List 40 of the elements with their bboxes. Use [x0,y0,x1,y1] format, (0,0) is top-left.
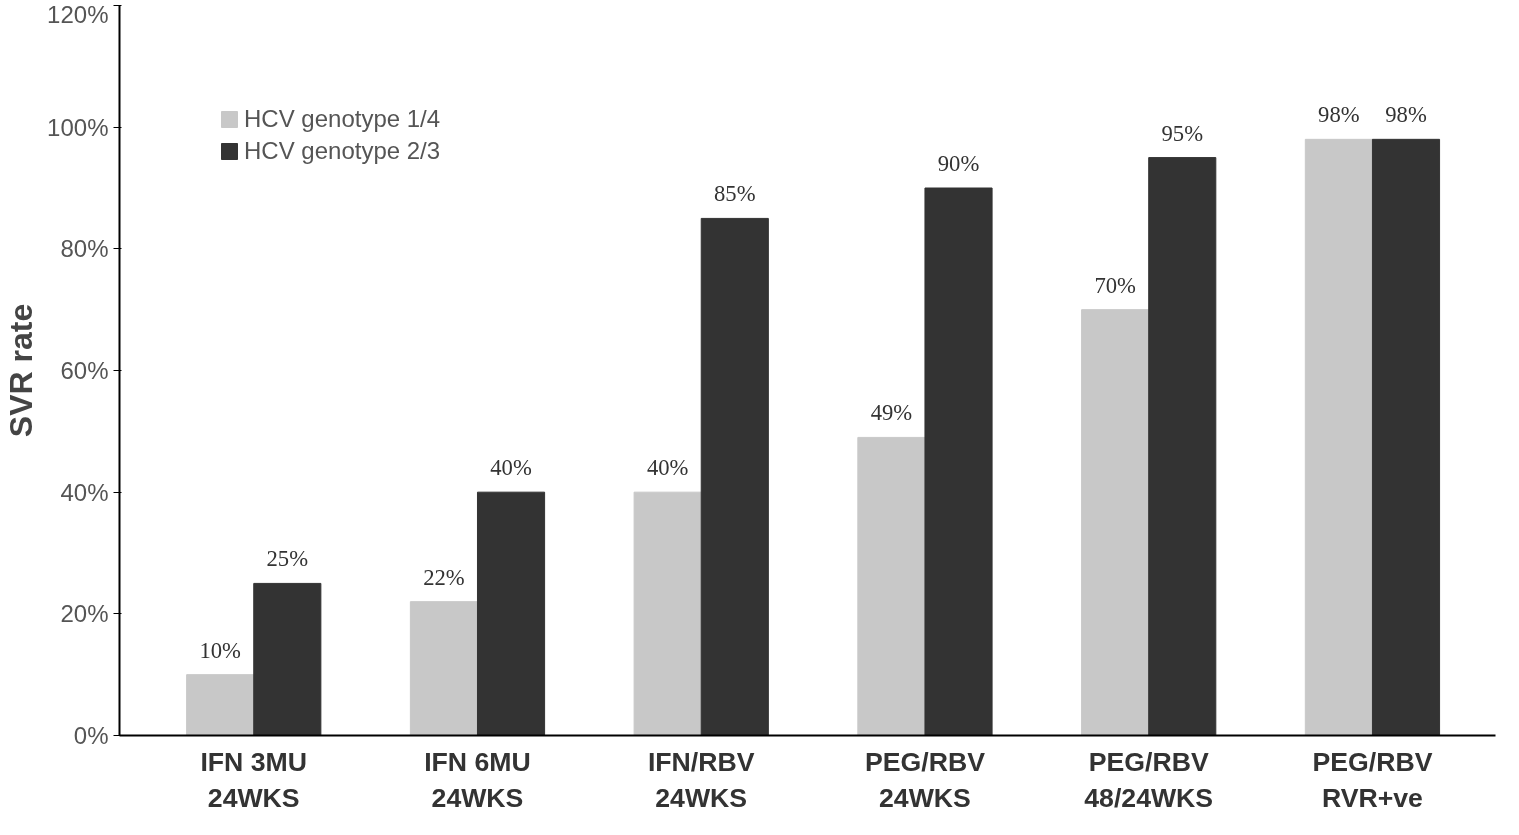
data-label: 98% [1318,102,1360,128]
x-tick-label: IFN/RBV 24WKS [647,746,755,813]
bar [700,217,769,736]
bar [1081,309,1150,736]
bar [409,601,478,736]
y-tick-label: 100% [47,113,109,141]
x-tick-label: IFN 6MU 24WKS [424,746,531,813]
bar [476,491,546,736]
x-tick-label: PEG/RBV RVR+ve [1312,746,1433,813]
data-label: 40% [646,455,689,481]
y-tick-label: 20% [60,600,109,628]
bar [186,674,255,736]
bar [857,436,926,736]
x-tick-label: PEG/RBV 24WKS [864,746,986,813]
data-label: 90% [937,151,980,176]
data-label: 25% [266,546,309,572]
x-tick-label: PEG/RBV 48/24WKS [1084,746,1214,813]
y-tick-label: 0% [73,722,109,749]
y-tick-label: 80% [60,235,109,263]
bar [1371,138,1441,736]
data-label: 98% [1385,102,1427,128]
legend-label: HCV genotype 1/4 [244,105,441,133]
data-label: 10% [199,637,242,663]
bar [1148,157,1217,736]
legend-label: HCV genotype 2/3 [244,137,441,165]
data-label: 95% [1161,120,1204,146]
bar [253,582,322,736]
data-label: 40% [490,455,532,481]
bar [633,491,702,736]
bar [1304,138,1373,736]
data-label: 70% [1094,272,1137,298]
x-tick-label: IFN 3MU 24WKS [200,746,308,813]
data-label: 22% [423,564,465,590]
y-axis-title: SVR rate [3,303,40,438]
y-tick-label: 60% [60,357,109,384]
y-tick-label: 40% [60,478,109,506]
data-label: 49% [870,400,913,426]
data-label: 85% [714,181,756,207]
bar [924,187,993,736]
y-tick-label: 120% [47,0,109,28]
